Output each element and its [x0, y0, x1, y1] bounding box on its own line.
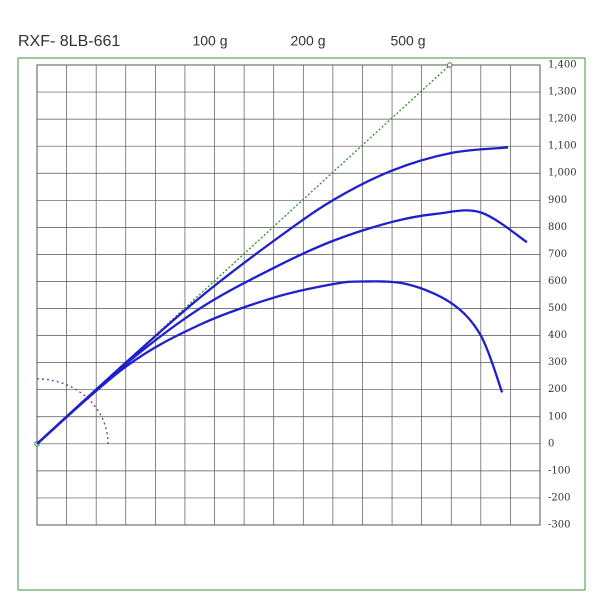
y-tick-label: -100 [548, 465, 570, 476]
chart-title: RXF- 8LB-661 [18, 33, 120, 50]
series-line [36, 280, 504, 445]
legend-entry: 500 g [390, 33, 425, 49]
plot-area [36, 64, 541, 526]
y-tick-label: 700 [548, 249, 567, 260]
y-tick-label: 500 [548, 303, 567, 314]
y-tick-label: -300 [548, 520, 570, 531]
frame [17, 57, 586, 591]
y-tick-label: 600 [548, 276, 567, 287]
legend-entry: 200 g [290, 33, 325, 49]
y-tick-label: 1,200 [548, 114, 577, 125]
y-tick-label: 1,100 [548, 141, 577, 152]
legend-entry: 100 g [192, 33, 227, 49]
y-tick-label: 0 [548, 438, 554, 449]
y-tick-label: 100 [548, 411, 567, 422]
y-tick-label: 300 [548, 357, 567, 368]
y-tick-label: 400 [548, 330, 567, 341]
y-tick-label: 1,400 [548, 60, 577, 71]
y-tick-label: 1,300 [548, 87, 577, 98]
y-tick-label: 200 [548, 384, 567, 395]
reference-point [447, 62, 453, 68]
y-tick-label: 800 [548, 222, 567, 233]
y-tick-label: 900 [548, 195, 567, 206]
series-line [36, 209, 528, 445]
y-tick-label: -200 [548, 492, 570, 503]
y-tick-label: 1,000 [548, 168, 577, 179]
